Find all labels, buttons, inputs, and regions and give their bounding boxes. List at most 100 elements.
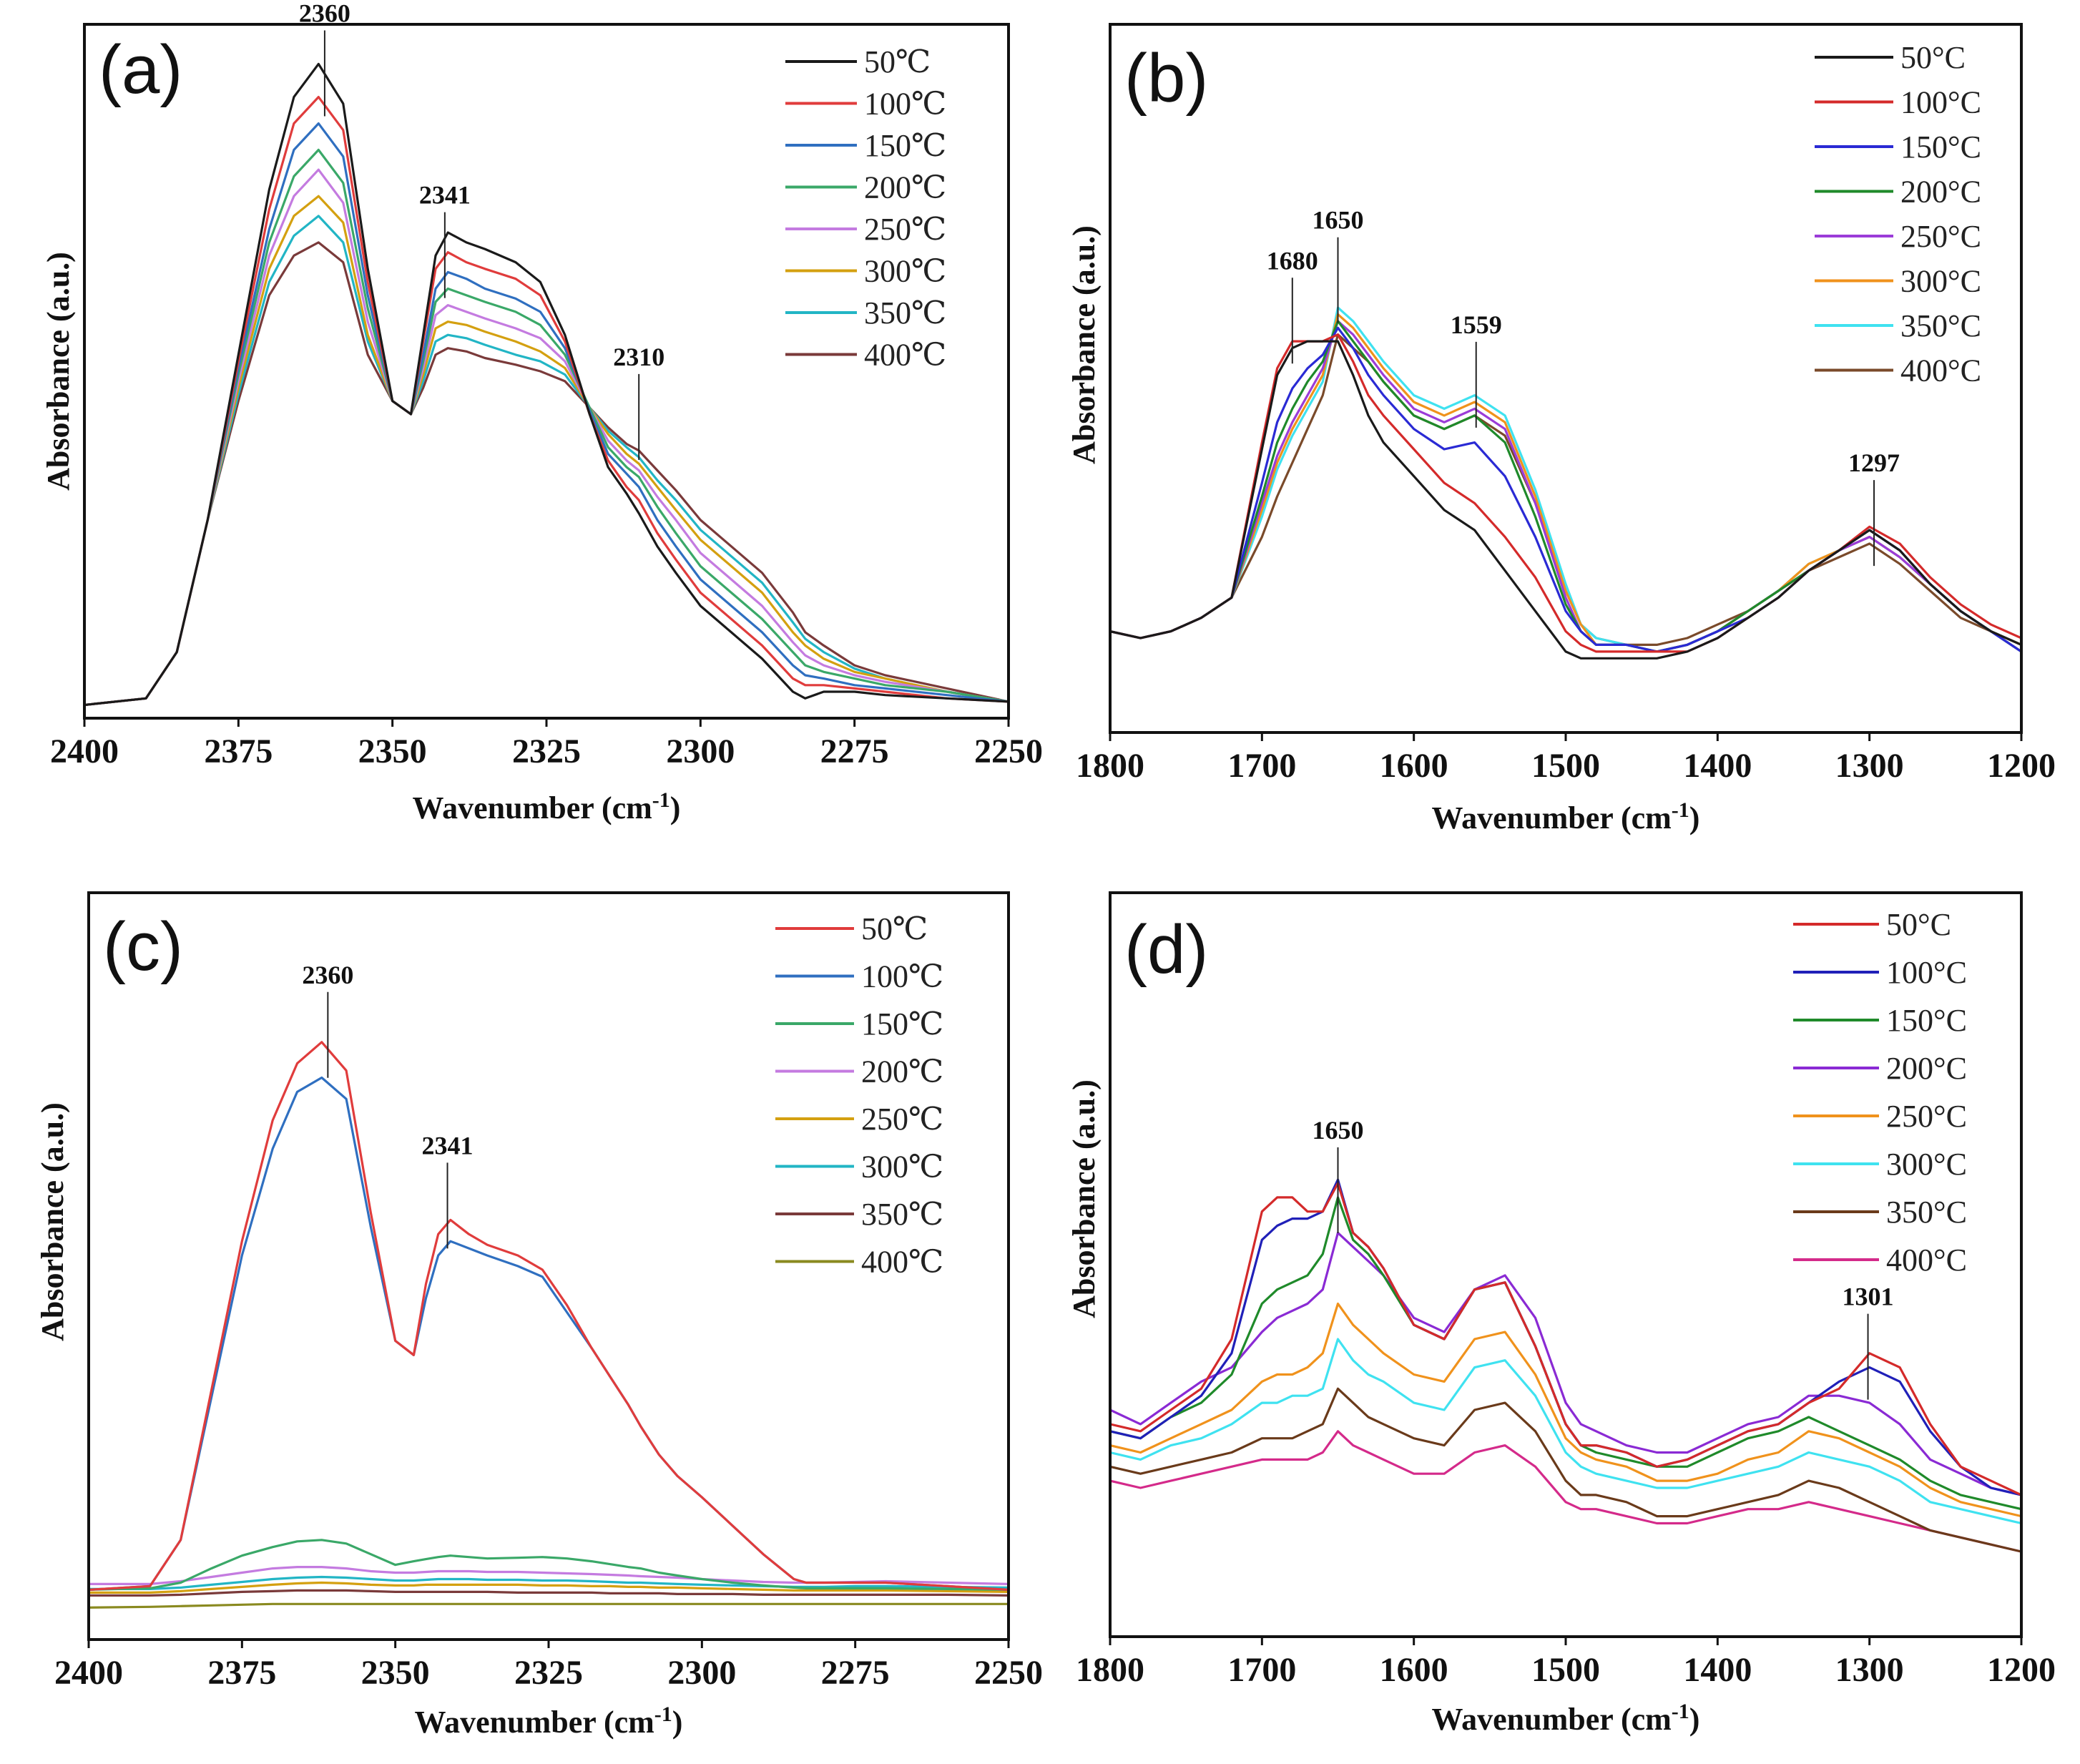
- y-axis-title: Absorbance (a.u.): [1066, 225, 1102, 464]
- x-tick-label: 2325: [514, 1654, 583, 1692]
- y-axis-title: Absorbance (a.u.): [35, 1102, 70, 1341]
- legend-label: 250°C: [1886, 1099, 1967, 1134]
- series-line-400°C: [1110, 1430, 2021, 1553]
- legend-label: 50℃: [864, 44, 931, 79]
- legend-label: 250°C: [1900, 219, 1981, 254]
- panel-label: (b): [1124, 40, 1208, 117]
- x-tick-label: 1300: [1835, 1651, 1904, 1689]
- legend-label: 150℃: [864, 128, 946, 163]
- legend-label: 100℃: [864, 87, 946, 122]
- legend-entry: 300°C: [1815, 264, 1981, 299]
- annotation-label: 2360: [302, 961, 353, 989]
- x-tick-label: 1400: [1683, 747, 1752, 785]
- legend-entry: 400°C: [1815, 353, 1981, 388]
- legend-label: 250℃: [864, 212, 946, 247]
- x-tick-label: 2250: [974, 1654, 1043, 1692]
- x-tick-label: 1600: [1380, 747, 1448, 785]
- legend-label: 400℃: [861, 1245, 943, 1280]
- y-axis-title: Absorbance (a.u.): [41, 252, 76, 491]
- legend-entry: 50°C: [1793, 907, 1951, 942]
- y-axis-title: Absorbance (a.u.): [1066, 1079, 1102, 1318]
- legend-entry: 250°C: [1815, 219, 1981, 254]
- panel-label: (d): [1124, 911, 1208, 988]
- x-tick-label: 2375: [207, 1654, 276, 1692]
- annotation-label: 2341: [422, 1131, 474, 1160]
- x-axis-title: Wavenumber (cm-1): [1432, 1700, 1700, 1737]
- legend-entry: 300°C: [1793, 1147, 1967, 1182]
- x-tick-label: 2275: [821, 1654, 890, 1692]
- x-tick-label: 1200: [1987, 1651, 2056, 1689]
- annotation-label: 1650: [1313, 1116, 1364, 1145]
- x-tick-label: 2375: [204, 732, 273, 770]
- legend-label: 100℃: [861, 959, 943, 994]
- legend-label: 100°C: [1900, 85, 1981, 120]
- series-line-350℃: [89, 1589, 1009, 1597]
- legend-label: 400℃: [864, 338, 946, 373]
- x-tick-label: 2300: [667, 1654, 736, 1692]
- legend-entry: 200℃: [775, 1054, 943, 1089]
- legend-entry: 250℃: [775, 1102, 943, 1137]
- legend-label: 350℃: [861, 1197, 943, 1232]
- legend-label: 400°C: [1900, 353, 1981, 388]
- legend-label: 200°C: [1886, 1051, 1967, 1086]
- annotation-label: 2341: [419, 181, 471, 210]
- legend-label: 350°C: [1900, 308, 1981, 343]
- legend-entry: 250°C: [1793, 1099, 1967, 1134]
- panel-d: 1650 1301 (d) 1800 1700 1600 1500 1400 1300 120…: [1066, 891, 2056, 1737]
- legend-entry: 350°C: [1815, 308, 1981, 343]
- legend-label: 150°C: [1900, 129, 1981, 165]
- legend-label: 350°C: [1886, 1195, 1967, 1230]
- panel-b: 1680 1650 1559 1297 (b) 1800 1700 1600 1500 140…: [1066, 23, 2056, 836]
- x-axis-title: Wavenumber (cm-1): [413, 788, 681, 825]
- x-tick-label: 2350: [361, 1654, 430, 1692]
- series-line-400℃: [89, 1602, 1009, 1609]
- legend-label: 50°C: [1900, 40, 1966, 75]
- series-line-400℃: [84, 241, 1009, 707]
- legend-label: 400°C: [1886, 1243, 1967, 1278]
- legend-label: 150°C: [1886, 1003, 1967, 1038]
- legend-entry: 150℃: [775, 1006, 943, 1042]
- series-line-150℃: [89, 1539, 1009, 1591]
- series-line-250℃: [84, 168, 1009, 707]
- x-tick-label: 1300: [1835, 747, 1904, 785]
- x-tick-label: 2350: [358, 732, 427, 770]
- x-tick-label: 2250: [974, 732, 1043, 770]
- legend-entry: 350℃: [775, 1197, 943, 1232]
- legend-label: 100°C: [1886, 955, 1967, 990]
- series-line-250℃: [89, 1581, 1009, 1594]
- annotation-label: 2310: [613, 343, 664, 371]
- legend-entry: 100°C: [1815, 85, 1981, 120]
- legend-entry: 200°C: [1815, 175, 1981, 210]
- legend-entry: 350℃: [785, 295, 946, 330]
- x-tick-label: 1600: [1380, 1651, 1448, 1689]
- annotation-label: 1297: [1848, 449, 1900, 477]
- legend-entry: 100°C: [1793, 955, 1967, 990]
- series-line-50℃: [84, 62, 1009, 707]
- series-line-350℃: [84, 215, 1009, 707]
- legend-label: 200℃: [864, 170, 946, 205]
- x-tick-label: 2400: [50, 732, 119, 770]
- series-line-50℃: [89, 1041, 1009, 1591]
- legend-label: 300°C: [1900, 264, 1981, 299]
- legend-label: 150℃: [861, 1006, 943, 1042]
- series-line-300°C: [1110, 1338, 2021, 1525]
- legend-entry: 50℃: [775, 911, 928, 946]
- series-line-50°C: [1110, 1182, 2021, 1496]
- x-tick-label: 1500: [1531, 747, 1600, 785]
- series-line-250°C: [1110, 1302, 2021, 1518]
- annotation-label: 1559: [1451, 310, 1502, 339]
- x-tick-label: 1200: [1987, 747, 2056, 785]
- annotation-label: 1650: [1313, 206, 1364, 235]
- legend-label: 350℃: [864, 295, 946, 330]
- series-line-400°C: [1110, 333, 2021, 646]
- series-line-350°C: [1110, 1387, 2021, 1553]
- series-line-200℃: [89, 1566, 1009, 1585]
- series-line-50°C: [1110, 340, 2021, 660]
- legend-entry: 250℃: [785, 212, 946, 247]
- legend-label: 200℃: [861, 1054, 943, 1089]
- series-line-200°C: [1110, 1231, 2021, 1496]
- legend-entry: 100℃: [785, 87, 946, 122]
- legend-entry: 50°C: [1815, 40, 1966, 75]
